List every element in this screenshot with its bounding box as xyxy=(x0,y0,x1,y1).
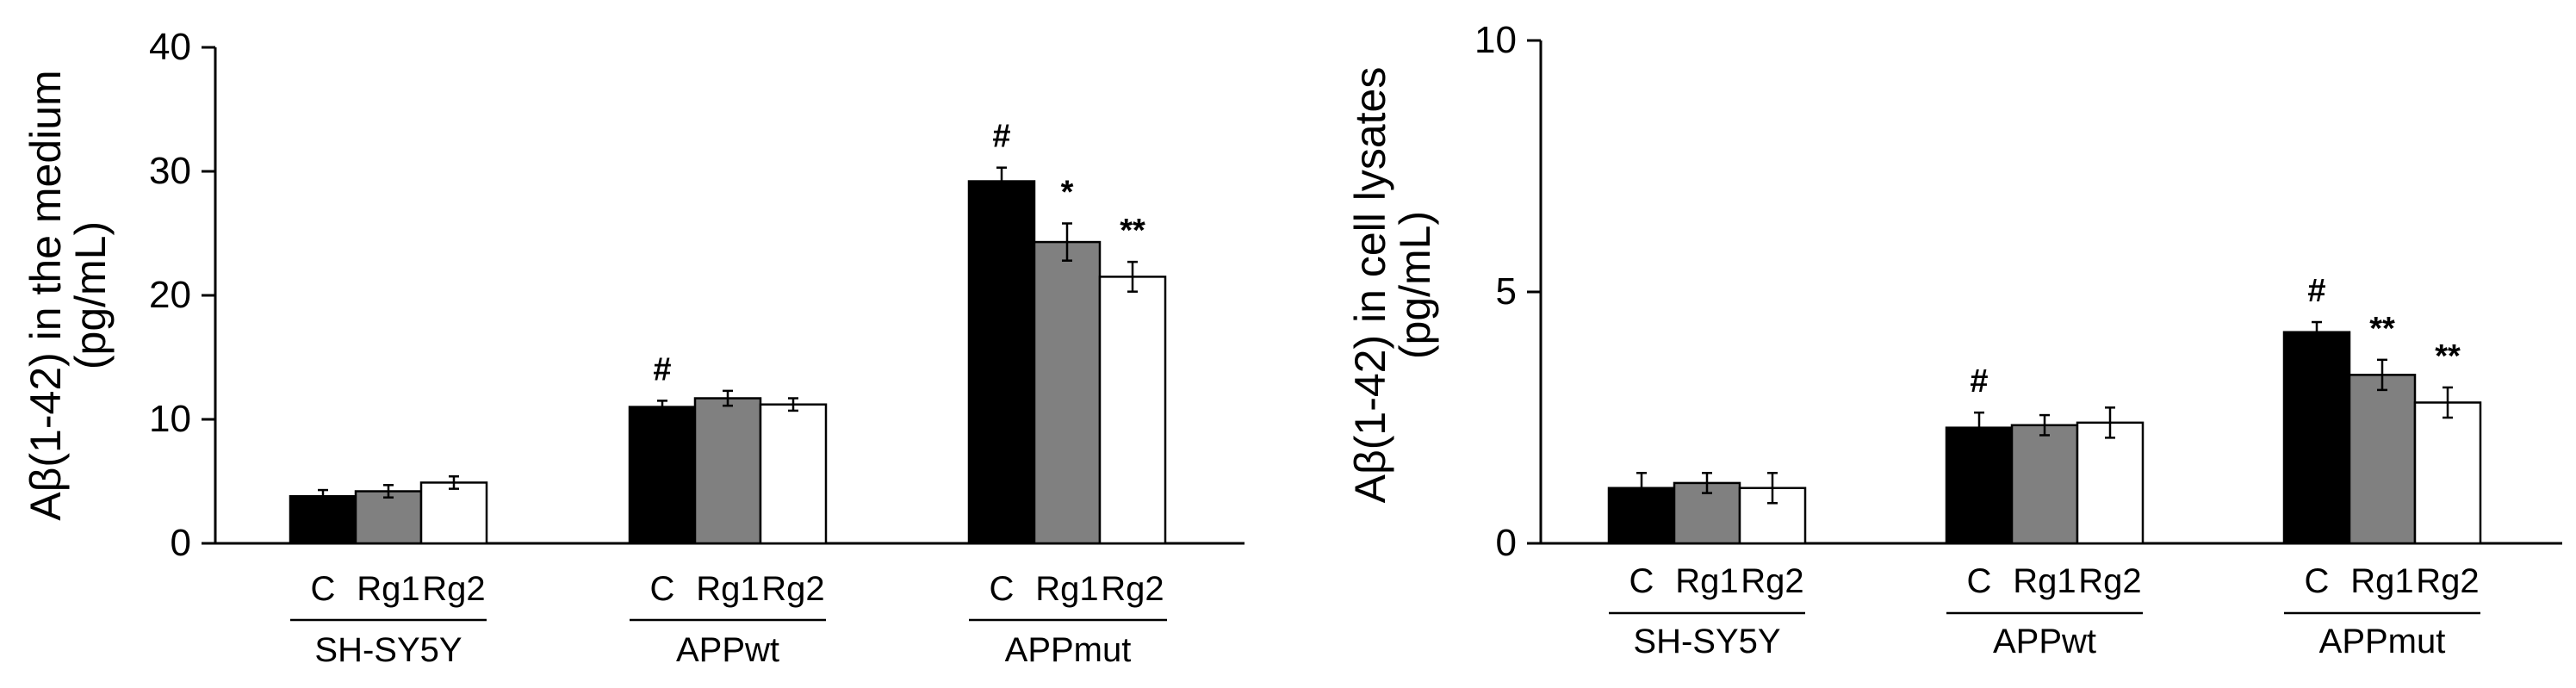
bar-appmut-rg1 xyxy=(2348,374,2417,545)
significance-mark: # xyxy=(2307,273,2325,309)
y-axis-unit-label: (pg/mL) xyxy=(1391,211,1439,359)
x-tick-label: Rg1 xyxy=(357,570,419,608)
y-axis-unit-label: (pg/mL) xyxy=(66,221,115,369)
bar-sh-sy5y-rg2 xyxy=(419,481,488,545)
significance-mark: ** xyxy=(2435,338,2461,375)
group-label: APPwt xyxy=(676,631,779,669)
x-tick-label: Rg1 xyxy=(2350,562,2413,600)
x-tick-label: Rg2 xyxy=(2416,562,2479,600)
y-tick-label: 20 xyxy=(149,274,191,316)
significance-mark: ** xyxy=(1120,213,1145,249)
bar-appwt-c xyxy=(1945,426,2014,545)
x-tick-label: Rg1 xyxy=(1675,562,1738,600)
y-tick-label: 10 xyxy=(1474,19,1517,61)
bar-appwt-c xyxy=(628,406,697,545)
y-axis-label: Aβ(1-42) in cell lysates xyxy=(1346,67,1394,504)
y-tick-label: 0 xyxy=(1496,522,1517,564)
x-tick-label: C xyxy=(1629,562,1654,600)
y-tick-label: 30 xyxy=(149,150,191,192)
bar-appwt-rg1 xyxy=(693,397,762,545)
group-label: APPmut xyxy=(1005,631,1132,669)
bar-appwt-rg1 xyxy=(2010,424,2079,545)
x-tick-label: Rg2 xyxy=(761,570,824,608)
y-tick-label: 0 xyxy=(171,522,191,564)
x-tick-label: C xyxy=(650,570,675,608)
x-tick-label: C xyxy=(1967,562,1992,600)
x-tick-label: Rg1 xyxy=(1035,570,1098,608)
x-tick-label: C xyxy=(2305,562,2330,600)
bar-sh-sy5y-c xyxy=(289,495,357,545)
y-axis-label: Aβ(1-42) in the medium xyxy=(22,70,70,520)
y-tick-label: 5 xyxy=(1496,270,1517,313)
x-tick-label: Rg1 xyxy=(696,570,759,608)
bar-appwt-rg2 xyxy=(2076,421,2145,545)
bar-appmut-rg2 xyxy=(1098,276,1167,545)
bar-sh-sy5y-rg1 xyxy=(354,490,423,545)
significance-mark: # xyxy=(653,351,671,387)
significance-mark: ** xyxy=(2369,311,2395,347)
group-label: SH-SY5Y xyxy=(1633,623,1780,660)
x-tick-label: Rg2 xyxy=(1741,562,1803,600)
x-tick-label: Rg2 xyxy=(2078,562,2141,600)
group-label: APPwt xyxy=(1993,623,2096,660)
significance-mark: # xyxy=(992,119,1010,155)
bar-appwt-rg2 xyxy=(759,403,828,545)
significance-mark: # xyxy=(1970,363,1988,400)
x-tick-label: Rg1 xyxy=(2013,562,2076,600)
x-tick-label: C xyxy=(990,570,1015,608)
x-tick-label: Rg2 xyxy=(1101,570,1164,608)
x-tick-label: C xyxy=(311,570,336,608)
group-label: APPmut xyxy=(2319,623,2446,660)
bar-appmut-c xyxy=(2282,331,2351,545)
bar-appmut-rg1 xyxy=(1033,240,1102,545)
group-label: SH-SY5Y xyxy=(314,631,462,669)
significance-mark: * xyxy=(1061,174,1074,210)
y-tick-label: 40 xyxy=(149,26,191,68)
x-tick-label: Rg2 xyxy=(422,570,485,608)
bar-appmut-rg2 xyxy=(2413,401,2482,545)
bar-appmut-c xyxy=(967,180,1036,545)
y-tick-label: 10 xyxy=(149,398,191,440)
